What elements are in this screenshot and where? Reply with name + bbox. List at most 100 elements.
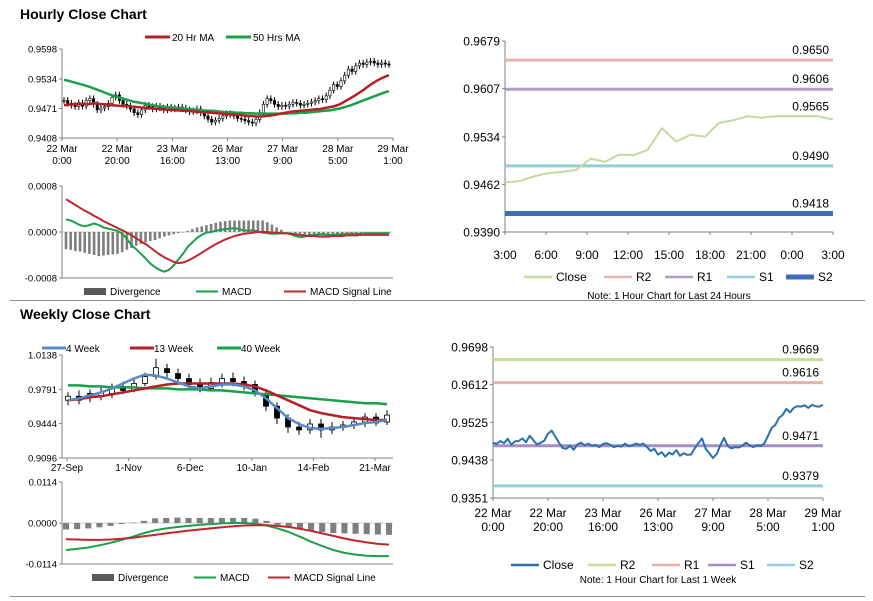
weekly-levels-chart-x-label-line: 0:00 bbox=[481, 520, 505, 534]
weekly-levels-chart-level-label-s1: 0.9471 bbox=[782, 429, 819, 443]
hourly-macd-chart-divergence-bar bbox=[64, 232, 68, 250]
weekly-levels-chart-level-label-r2: 0.9669 bbox=[782, 343, 819, 357]
weekly-macd-chart-legend-label-macd: MACD bbox=[220, 573, 249, 584]
weekly-levels-chart-x-label-line: 5:00 bbox=[756, 520, 780, 534]
hourly-macd-chart-divergence-bar bbox=[275, 227, 278, 232]
hourly-candle-body bbox=[350, 68, 354, 72]
hourly-candle-body bbox=[88, 98, 92, 101]
hourly-levels-chart: 0.9679 0.9607 0.9534 0.9462 0.9390 3:00 6:00 9:… bbox=[463, 35, 845, 303]
hourly-price-x-label: 23 Mar 16:00 bbox=[157, 144, 189, 167]
hourly-levels-chart-note: Note: 1 Hour Chart for Last 24 Hours bbox=[587, 291, 750, 302]
hourly-levels-chart-x-label-line: 15:00 bbox=[654, 248, 684, 262]
hourly-candle-body bbox=[339, 80, 343, 87]
hourly-candle-body bbox=[103, 106, 107, 109]
hourly-macd-chart-divergence-bar bbox=[228, 220, 232, 232]
hourly-macd-chart-divergence-bar bbox=[251, 220, 255, 232]
bottom-divider bbox=[10, 596, 865, 597]
weekly-candle-body bbox=[296, 426, 302, 431]
hourly-macd-chart-divergence-bar bbox=[153, 232, 157, 241]
hourly-macd-chart-divergence-bar bbox=[200, 226, 204, 232]
weekly-macd-chart-signal-line bbox=[65, 524, 390, 546]
hourly-macd-chart-divergence-bar bbox=[312, 232, 316, 236]
weekly-levels-chart-x-label-line: 23 Mar bbox=[584, 506, 621, 520]
hourly-macd-chart-divergence-bar bbox=[69, 232, 72, 250]
weekly-macd-chart-divergence-bar bbox=[341, 523, 348, 534]
hourly-price-x-label: 22 Mar 20:00 bbox=[102, 144, 134, 167]
hourly-macd-chart-divergence-bar bbox=[172, 232, 175, 235]
weekly-macd-chart-divergence-bar bbox=[274, 523, 281, 525]
hourly-candle-body bbox=[136, 112, 140, 115]
weekly-levels-chart-note: Note: 1 Hour Chart for Last 1 Week bbox=[580, 575, 738, 586]
hourly-candle-body bbox=[298, 103, 302, 106]
legend-label-13-week: 13 Week bbox=[154, 344, 194, 355]
hourly-price-y-tick-label: 0.9598 bbox=[28, 45, 57, 56]
hourly-macd-chart-divergence-bar bbox=[219, 221, 222, 232]
hourly-levels-chart-level-label-s1: 0.9490 bbox=[792, 149, 829, 163]
hourly-candle-body bbox=[213, 119, 217, 123]
weekly-price-x-label: 14-Feb bbox=[298, 463, 330, 474]
section-divider bbox=[10, 300, 865, 301]
weekly-candle-body bbox=[175, 373, 181, 379]
hourly-price-x-label-line: 27 Mar bbox=[267, 144, 299, 155]
weekly-candle-body bbox=[274, 405, 280, 419]
hourly-candle-body bbox=[261, 103, 265, 114]
weekly-price-x-label: 6-Dec bbox=[177, 463, 204, 474]
hourly-price-x-label-line: 28 Mar bbox=[322, 144, 354, 155]
weekly-macd-chart-divergence-bar bbox=[62, 523, 70, 530]
weekly-macd-chart-divergence-bar bbox=[129, 522, 136, 524]
weekly-levels-chart-x-label-line: 29 Mar bbox=[804, 506, 841, 520]
hourly-candle-body bbox=[250, 121, 254, 124]
weekly-candle-body bbox=[142, 376, 148, 384]
hourly-candle-body bbox=[265, 98, 269, 105]
weekly-macd-chart-divergence-bar bbox=[363, 523, 370, 535]
weekly-macd-chart-divergence-bar bbox=[218, 517, 225, 523]
hourly-candle-body bbox=[317, 98, 321, 101]
hourly-macd-chart-signal-line bbox=[65, 198, 389, 265]
weekly-levels-chart-level-label-s2: 0.9379 bbox=[782, 469, 819, 483]
hourly-price-x-label-line: 22 Mar bbox=[46, 144, 78, 155]
hourly-price-y-tick-label: 0.9534 bbox=[28, 74, 57, 85]
hourly-price-x-label-line: 26 Mar bbox=[212, 144, 244, 155]
weekly-levels-chart-y-tick-label: 0.9438 bbox=[451, 454, 488, 468]
hourly-price-y-tick-label: 0.9408 bbox=[28, 134, 57, 145]
weekly-macd-chart-divergence-bar bbox=[196, 517, 203, 523]
weekly-levels-chart-y-tick-label: 0.9351 bbox=[451, 492, 488, 506]
weekly-price-y-tick-label: 0.9791 bbox=[28, 385, 57, 396]
hourly-macd-chart-divergence-bar bbox=[289, 232, 292, 233]
hourly-candle-body bbox=[99, 107, 103, 111]
hourly-macd-chart-divergence-bar bbox=[298, 232, 302, 234]
weekly-macd-chart-divergence-bar bbox=[96, 523, 103, 528]
hourly-macd-chart-divergence-bar bbox=[163, 232, 166, 237]
hourly-candle-body bbox=[239, 118, 243, 120]
weekly-levels-chart-x-label-line: 28 Mar bbox=[749, 506, 786, 520]
hourly-macd-chart-divergence-bar bbox=[106, 232, 110, 255]
weekly-levels-chart-x-label-line: 20:00 bbox=[533, 520, 563, 534]
weekly-candle-body bbox=[164, 368, 170, 373]
weekly-macd-chart-divergence-bar bbox=[308, 523, 315, 531]
weekly-macd-chart-divergence-bar bbox=[352, 523, 359, 534]
hourly-levels-chart-x-label: 3:00 bbox=[821, 248, 845, 262]
hourly-candle-body bbox=[309, 101, 313, 104]
hourly-candle-body bbox=[328, 89, 332, 97]
hourly-levels-chart-y-tick-label: 0.9607 bbox=[463, 82, 500, 96]
hourly-levels-chart-x-label-line: 3:00 bbox=[821, 248, 845, 262]
hourly-macd-chart-divergence-bar bbox=[83, 232, 87, 253]
hourly-candle-body bbox=[287, 103, 291, 107]
hourly-levels-chart-legend-label-s2: S2 bbox=[818, 270, 833, 284]
hourly-macd-chart-divergence-bar bbox=[247, 220, 250, 232]
hourly-candle-body bbox=[273, 100, 277, 105]
hourly-price-x-label-line: 16:00 bbox=[160, 156, 185, 167]
hourly-price-x-label-line: 23 Mar bbox=[157, 144, 189, 155]
hourly-levels-chart-y-tick-label: 0.9679 bbox=[463, 35, 500, 49]
hourly-candle-body bbox=[276, 103, 280, 107]
weekly-macd-chart-divergence-bar bbox=[374, 523, 381, 535]
weekly-macd-chart-divergence-bar bbox=[330, 523, 337, 534]
hourly-levels-chart-close-label: 0.9565 bbox=[792, 100, 829, 114]
legend-label-40-week: 40 Week bbox=[241, 344, 281, 355]
hourly-levels-chart-x-label: 3:00 bbox=[493, 248, 517, 262]
hourly-section-title: Hourly Close Chart bbox=[20, 6, 147, 22]
hourly-macd-chart-divergence-bar bbox=[102, 232, 105, 256]
hourly-macd-chart-legend-label-macd: MACD bbox=[222, 287, 251, 298]
